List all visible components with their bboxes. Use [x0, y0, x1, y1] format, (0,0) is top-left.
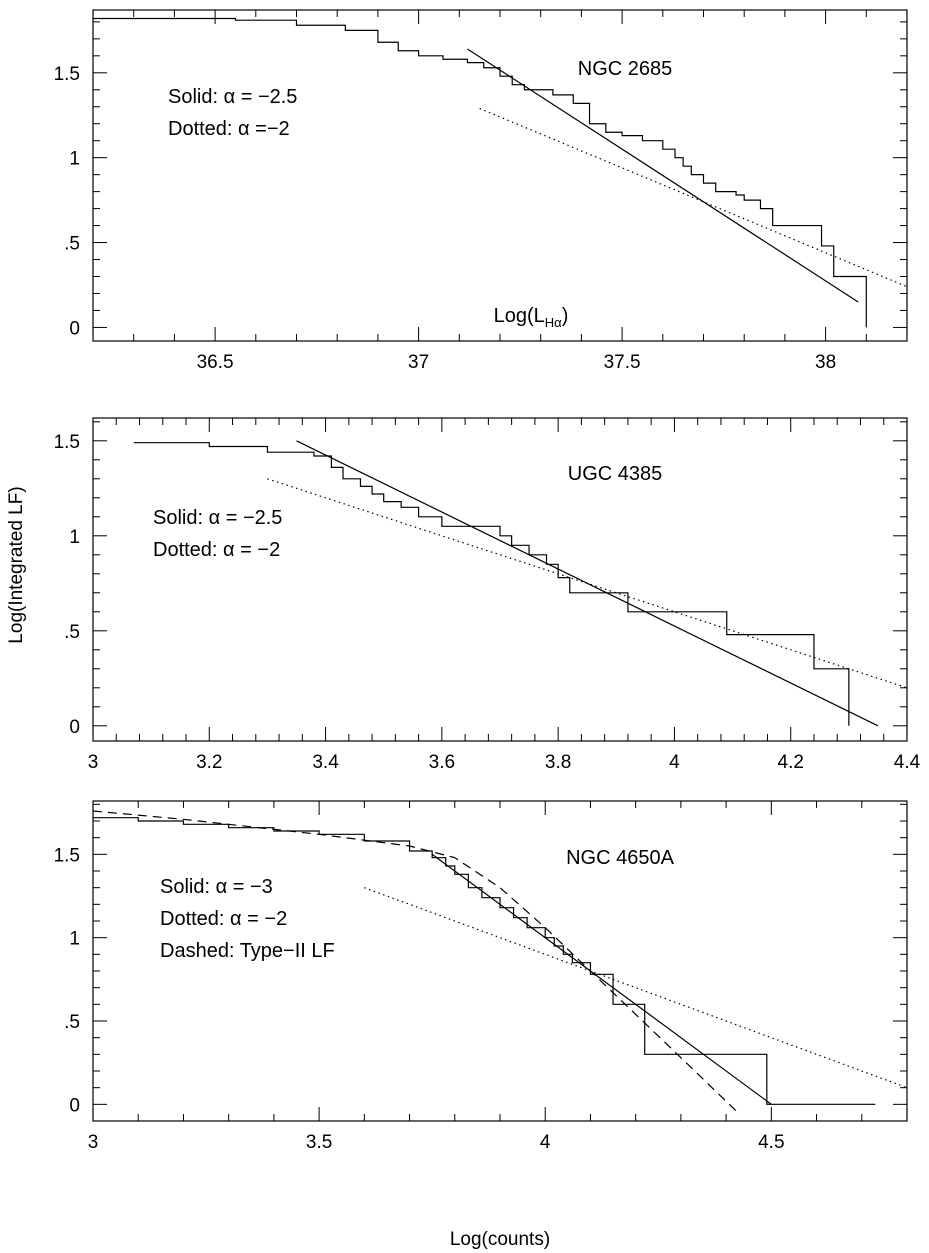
x-tick-label: 3.5: [306, 1132, 332, 1153]
solid-fit-line: [467, 48, 859, 303]
series-group: [133, 440, 907, 727]
legend-solid: Solid: α = −3: [160, 876, 273, 898]
y-tick-label: .5: [64, 1012, 80, 1033]
panel-2: 3 3.2 3.4 3.6 3.8 4 4.2 4.4 0 .5 1 1.5 UGC 4385 Solid…: [54, 417, 921, 773]
panel-3: 3 3.5 4 4.5 0 .5 1 1.5 NGC 4650A Solid: α = −3 Dot…: [54, 800, 908, 1153]
x-tick-label: 37: [408, 352, 429, 373]
dashed-fit-line: [93, 810, 741, 1115]
legend-solid: Solid: α = −2.5: [168, 86, 297, 108]
x-tick-label: 4.4: [894, 752, 921, 773]
histogram-step-line: [93, 17, 867, 328]
x-tick-label: 4.5: [758, 1132, 784, 1153]
y-tick-label: 0: [69, 1095, 80, 1116]
x-tick-label: 3.8: [545, 752, 571, 773]
x-tick-label: 4: [669, 752, 680, 773]
x-tick-label: 37.5: [604, 352, 641, 373]
panel-title: UGC 4385: [568, 463, 663, 485]
plot-frame: [92, 9, 908, 342]
dotted-fit-line: [267, 478, 907, 689]
x-tick-label: 3.2: [196, 752, 222, 773]
y-tick-label: 1.5: [54, 845, 80, 866]
x-tick-label: 4.2: [778, 752, 804, 773]
y-tick-label: 1.5: [54, 432, 80, 453]
y-tick-label: 1.5: [54, 64, 80, 85]
x-tick-label: 3: [88, 1132, 99, 1153]
panel-1: 36.5 37 37.5 38 0 .5 1 1.5 NGC 2685 Solid: α = −2…: [54, 9, 908, 373]
panel-title: NGC 2685: [578, 58, 673, 80]
y-tick-label: 1: [69, 149, 80, 170]
dotted-fit-line: [364, 887, 907, 1089]
legend-dotted: Dotted: α = −2: [160, 908, 287, 930]
y-tick-label: 0: [69, 717, 80, 738]
y-tick-label: 0: [69, 318, 80, 339]
figure-ylabel: Log(Integrated LF): [6, 486, 27, 643]
dotted-fit-line: [479, 107, 907, 288]
legend-dotted: Dotted: α =−2: [168, 118, 290, 140]
legend-dashed: Dashed: Type−II LF: [160, 940, 335, 962]
y-tick-label: 1: [69, 929, 80, 950]
x-tick-label: 3: [88, 752, 99, 773]
series-group: [93, 17, 907, 328]
x-tick-label: 4: [540, 1132, 551, 1153]
histogram-step-line: [93, 817, 876, 1105]
x-tick-label: 36.5: [197, 352, 234, 373]
x-tick-label: 3.4: [312, 752, 339, 773]
panel-title: NGC 4650A: [566, 847, 674, 869]
histogram-step-line: [133, 442, 850, 726]
y-tick-label: .5: [64, 622, 80, 643]
series-group: [93, 810, 907, 1115]
y-tick-label: 1: [69, 527, 80, 548]
legend-solid: Solid: α = −2.5: [153, 507, 282, 529]
solid-fit-line: [431, 853, 772, 1105]
y-tick-label: .5: [64, 234, 80, 255]
plot-frame: [92, 417, 908, 742]
legend-dotted: Dotted: α = −2: [153, 539, 280, 561]
panel-inside-xlabel: Log(LHα): [494, 305, 569, 330]
x-tick-label: 3.6: [429, 752, 455, 773]
figure-xlabel: Log(counts): [450, 1229, 550, 1250]
x-tick-label: 38: [815, 352, 836, 373]
